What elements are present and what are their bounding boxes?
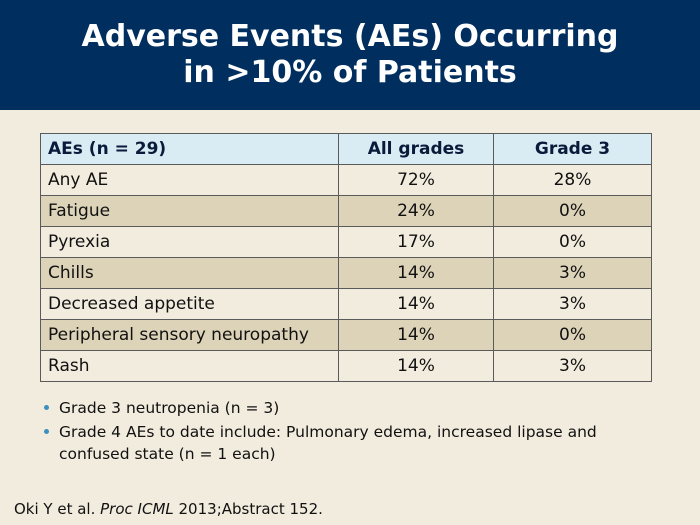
citation-rest: 2013;Abstract 152. — [173, 500, 323, 518]
slide-title-line-1: Adverse Events (AEs) Occurring — [81, 19, 619, 54]
table-row: Fatigue 24% 0% — [40, 195, 652, 227]
grade-3-cell: 3% — [493, 288, 652, 320]
slide-title: Adverse Events (AEs) Occurring in >10% o… — [82, 19, 619, 91]
citation-journal: Proc ICML — [100, 500, 174, 518]
table-row: Peripheral sensory neuropathy 14% 0% — [40, 319, 652, 351]
table-header-row: AEs (n = 29) All grades Grade 3 — [40, 133, 652, 165]
all-grades-cell: 14% — [338, 319, 494, 351]
ae-name-cell: Rash — [40, 350, 339, 382]
ae-name-cell: Any AE — [40, 164, 339, 196]
slide-title-line-2: in >10% of Patients — [183, 55, 517, 90]
all-grades-cell: 72% — [338, 164, 494, 196]
bullet-text: Grade 3 neutropenia (n = 3) — [59, 399, 280, 417]
grade-3-cell: 28% — [493, 164, 652, 196]
ae-name-cell: Decreased appetite — [40, 288, 339, 320]
all-grades-cell: 14% — [338, 350, 494, 382]
ae-name-cell: Fatigue — [40, 195, 339, 227]
all-grades-cell: 14% — [338, 288, 494, 320]
all-grades-cell: 24% — [338, 195, 494, 227]
ae-name-cell: Chills — [40, 257, 339, 289]
column-header-aes: AEs (n = 29) — [40, 133, 339, 165]
ae-name-cell: Pyrexia — [40, 226, 339, 258]
bullet-dot-icon — [44, 429, 49, 434]
bullet-dot-icon — [44, 405, 49, 410]
bullet-item: Grade 3 neutropenia (n = 3) — [42, 397, 642, 419]
bullet-list: Grade 3 neutropenia (n = 3) Grade 4 AEs … — [42, 397, 642, 467]
citation: Oki Y et al. Proc ICML 2013;Abstract 152… — [14, 500, 323, 518]
ae-name-cell: Peripheral sensory neuropathy — [40, 319, 339, 351]
grade-3-cell: 0% — [493, 195, 652, 227]
all-grades-cell: 14% — [338, 257, 494, 289]
title-banner: Adverse Events (AEs) Occurring in >10% o… — [0, 0, 700, 110]
table-row: Decreased appetite 14% 3% — [40, 288, 652, 320]
column-header-all-grades: All grades — [338, 133, 494, 165]
bullet-item: Grade 4 AEs to date include: Pulmonary e… — [42, 421, 642, 465]
table-row: Rash 14% 3% — [40, 350, 652, 382]
table-row: Pyrexia 17% 0% — [40, 226, 652, 258]
table-row: Any AE 72% 28% — [40, 164, 652, 196]
grade-3-cell: 3% — [493, 257, 652, 289]
table-row: Chills 14% 3% — [40, 257, 652, 289]
column-header-grade-3: Grade 3 — [493, 133, 652, 165]
citation-authors: Oki Y et al. — [14, 500, 101, 518]
grade-3-cell: 0% — [493, 319, 652, 351]
grade-3-cell: 0% — [493, 226, 652, 258]
adverse-events-table: AEs (n = 29) All grades Grade 3 Any AE 7… — [40, 133, 652, 382]
bullet-text: Grade 4 AEs to date include: Pulmonary e… — [59, 423, 597, 463]
grade-3-cell: 3% — [493, 350, 652, 382]
all-grades-cell: 17% — [338, 226, 494, 258]
